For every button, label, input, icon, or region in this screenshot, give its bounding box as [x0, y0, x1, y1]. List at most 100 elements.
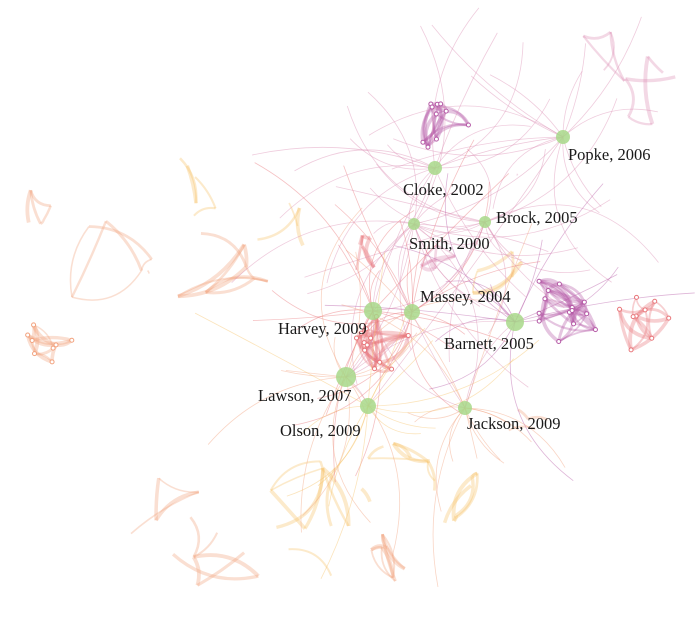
paper-node[interactable]	[649, 335, 655, 341]
citation-edge	[603, 31, 615, 71]
node-brock[interactable]	[479, 216, 491, 228]
edge-layer	[25, 7, 695, 588]
node-popke[interactable]	[556, 130, 570, 144]
label-massey: Massey, 2004	[420, 287, 511, 306]
paper-node[interactable]	[368, 335, 374, 341]
paper-node[interactable]	[389, 366, 395, 372]
paper-node[interactable]	[32, 351, 38, 357]
paper-node[interactable]	[465, 122, 471, 128]
citation-edge	[413, 223, 549, 253]
citation-edge	[361, 235, 375, 269]
paper-node[interactable]	[420, 139, 426, 145]
node-cloke[interactable]	[428, 161, 442, 175]
citation-edge	[413, 223, 481, 307]
citation-edge	[510, 251, 515, 278]
citation-edge	[320, 405, 369, 579]
citation-edge	[253, 277, 269, 283]
paper-node[interactable]	[372, 366, 378, 372]
paper-node[interactable]	[425, 144, 431, 150]
paper-node[interactable]	[433, 111, 439, 117]
citation-edge	[582, 35, 626, 82]
paper-node[interactable]	[53, 342, 59, 348]
paper-node[interactable]	[69, 337, 75, 343]
citation-edge	[540, 298, 560, 344]
paper-node[interactable]	[630, 314, 636, 320]
paper-node[interactable]	[581, 299, 587, 305]
paper-node[interactable]	[628, 347, 634, 353]
citation-edge	[426, 461, 436, 482]
citation-edge	[624, 77, 635, 118]
paper-node[interactable]	[592, 327, 598, 333]
citation-edge	[365, 328, 393, 371]
paper-node[interactable]	[633, 294, 639, 300]
citation-edge	[302, 376, 350, 516]
paper-node[interactable]	[25, 332, 31, 338]
paper-node[interactable]	[569, 307, 575, 313]
citation-edge	[630, 309, 649, 351]
paper-node[interactable]	[31, 322, 37, 328]
citation-edge	[369, 187, 486, 228]
citation-edge	[363, 316, 379, 345]
paper-node[interactable]	[536, 318, 542, 324]
paper-node[interactable]	[438, 101, 444, 107]
paper-node[interactable]	[405, 332, 411, 338]
paper-node[interactable]	[542, 296, 548, 302]
node-smith[interactable]	[408, 218, 420, 230]
citation-edge	[627, 115, 653, 126]
paper-node[interactable]	[443, 108, 449, 114]
paper-node[interactable]	[363, 326, 369, 332]
citation-edge	[320, 207, 363, 378]
paper-node[interactable]	[617, 306, 623, 312]
paper-node[interactable]	[666, 315, 672, 321]
citation-edge	[477, 250, 514, 273]
citation-edge	[231, 220, 415, 283]
paper-node[interactable]	[556, 281, 562, 287]
paper-node[interactable]	[358, 330, 364, 336]
citation-edge	[513, 261, 523, 271]
citation-edge	[449, 407, 466, 462]
paper-node[interactable]	[556, 339, 562, 345]
paper-node[interactable]	[354, 335, 360, 341]
paper-node[interactable]	[652, 298, 658, 304]
paper-node[interactable]	[536, 278, 542, 284]
node-massey[interactable]	[404, 304, 420, 320]
citation-edge	[470, 471, 478, 478]
citation-edge	[372, 167, 436, 312]
citation-edge	[509, 321, 574, 481]
node-barnett[interactable]	[506, 313, 524, 331]
paper-node[interactable]	[49, 359, 55, 365]
citation-edge	[562, 16, 642, 138]
paper-node[interactable]	[362, 347, 368, 353]
citation-edge	[367, 340, 434, 407]
citation-edge	[343, 165, 413, 313]
paper-node[interactable]	[584, 311, 590, 317]
citation-edge	[435, 407, 466, 512]
citation-edge	[276, 468, 325, 530]
label-jackson: Jackson, 2009	[467, 414, 561, 433]
citation-edge	[643, 56, 655, 125]
node-jackson[interactable]	[458, 401, 472, 415]
paper-node[interactable]	[433, 136, 439, 142]
paper-node[interactable]	[536, 310, 542, 316]
paper-node[interactable]	[571, 321, 577, 327]
citation-edge	[31, 324, 40, 355]
citation-edge	[31, 324, 57, 347]
citation-edge	[420, 259, 433, 268]
citation-edge	[358, 235, 365, 246]
paper-node[interactable]	[429, 104, 435, 110]
paper-node[interactable]	[50, 345, 56, 351]
citation-edge	[194, 176, 217, 209]
paper-node[interactable]	[545, 287, 551, 293]
paper-node[interactable]	[377, 359, 383, 365]
node-lawson[interactable]	[336, 367, 356, 387]
paper-node[interactable]	[364, 342, 370, 348]
paper-node[interactable]	[29, 337, 35, 343]
citation-edge	[71, 270, 143, 301]
citation-edge	[492, 136, 564, 209]
paper-node[interactable]	[642, 307, 648, 313]
node-olson[interactable]	[360, 398, 376, 414]
citation-edge	[25, 189, 33, 223]
citation-edge	[335, 186, 486, 223]
citation-edge	[69, 226, 90, 298]
node-harvey[interactable]	[364, 302, 382, 320]
